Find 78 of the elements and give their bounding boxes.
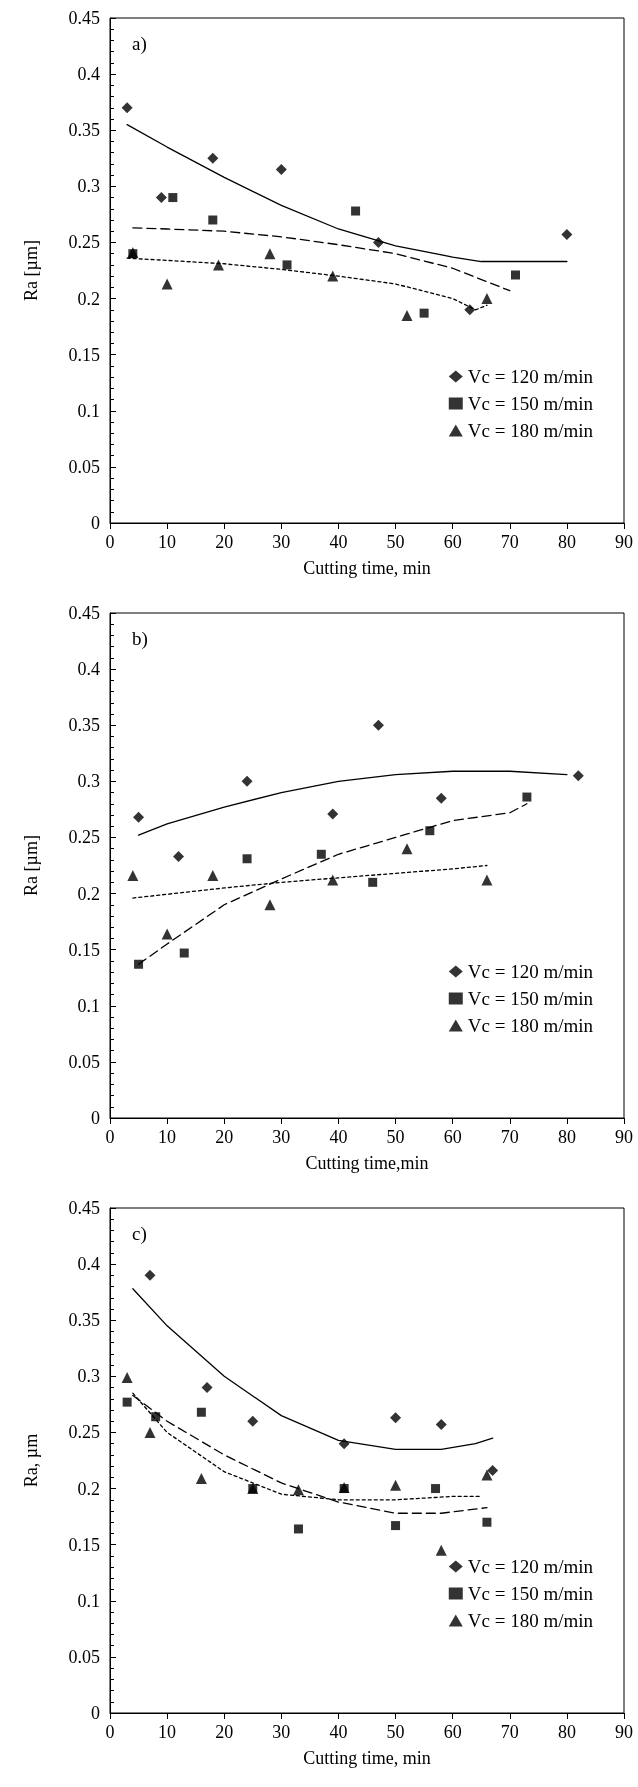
y-tick-label: 0.15 [68,344,100,365]
y-tick-label: 0.4 [77,1254,100,1275]
x-axis-title: Cutting time, min [303,1748,431,1768]
y-tick-label: 0.1 [77,995,100,1016]
x-tick-label: 0 [105,1722,115,1742]
x-tick-label: 40 [329,532,348,552]
x-tick-label: 70 [500,532,519,552]
y-axis-title: Ra [µm] [21,835,41,896]
y-tick-label: 0.15 [68,939,100,960]
y-axis-title: Ra [µm] [21,240,41,301]
y-tick-label: 0 [91,1703,100,1723]
y-tick-label: 0.45 [68,8,100,28]
y-tick-label: 0.25 [68,232,100,253]
legend-label: Vc = 120 m/min [467,1556,594,1577]
x-tick-label: 80 [557,1127,576,1147]
legend-label: Vc = 180 m/min [467,1015,594,1036]
x-tick-label: 20 [215,532,234,552]
y-tick-label: 0.1 [77,400,100,421]
y-tick-label: 0.35 [68,1310,100,1331]
x-axis-title: Cutting time, min [303,558,431,578]
x-tick-label: 0 [105,1127,115,1147]
x-tick-label: 80 [557,532,576,552]
y-tick-label: 0.3 [77,771,100,792]
y-axis-title: Ra, µm [21,1433,41,1488]
x-tick-label: 60 [443,532,462,552]
y-tick-label: 0.2 [77,1478,100,1499]
x-tick-label: 40 [329,1127,348,1147]
y-tick-label: 0.3 [77,176,100,197]
annotation: b) [132,628,148,650]
x-tick-label: 30 [272,532,291,552]
y-tick-label: 0.45 [68,603,100,623]
annotation: a) [132,33,147,55]
y-tick-label: 0.45 [68,1198,100,1218]
x-tick-label: 10 [158,1722,177,1742]
x-tick-label: 20 [215,1722,234,1742]
x-tick-label: 70 [500,1127,519,1147]
x-tick-label: 20 [215,1127,234,1147]
legend-label: Vc = 120 m/min [467,366,594,387]
legend-label: Vc = 180 m/min [467,1610,594,1631]
legend-label: Vc = 120 m/min [467,961,594,982]
y-tick-label: 0.4 [77,64,100,85]
x-tick-label: 50 [386,1127,405,1147]
y-tick-label: 0 [91,1108,100,1128]
y-tick-label: 0.4 [77,659,100,680]
x-tick-label: 0 [105,532,115,552]
y-tick-label: 0.3 [77,1366,100,1387]
y-tick-label: 0.25 [68,827,100,848]
y-tick-label: 0.05 [68,456,100,477]
x-tick-label: 50 [386,1722,405,1742]
y-tick-label: 0.15 [68,1534,100,1555]
x-tick-label: 30 [272,1127,291,1147]
legend-label: Vc = 150 m/min [467,393,594,414]
x-tick-label: 40 [329,1722,348,1742]
y-tick-label: 0.2 [77,883,100,904]
y-tick-label: 0.05 [68,1051,100,1072]
x-tick-label: 10 [158,532,177,552]
legend-label: Vc = 150 m/min [467,988,594,1009]
legend-label: Vc = 150 m/min [467,1583,594,1604]
y-tick-label: 0.1 [77,1590,100,1611]
y-tick-label: 0.2 [77,288,100,309]
y-tick-label: 0.35 [68,715,100,736]
legend-label: Vc = 180 m/min [467,420,594,441]
x-tick-label: 70 [500,1722,519,1742]
x-tick-label: 90 [615,1722,633,1742]
y-tick-label: 0.05 [68,1646,100,1667]
x-tick-label: 80 [557,1722,576,1742]
x-axis-title: Cutting time,min [305,1153,429,1173]
y-tick-label: 0 [91,513,100,533]
x-tick-label: 60 [443,1127,462,1147]
x-tick-label: 60 [443,1722,462,1742]
x-tick-label: 50 [386,532,405,552]
y-tick-label: 0.25 [68,1422,100,1443]
y-tick-label: 0.35 [68,120,100,141]
annotation: c) [132,1223,147,1245]
x-tick-label: 30 [272,1722,291,1742]
x-tick-label: 90 [615,532,633,552]
x-tick-label: 90 [615,1127,633,1147]
x-tick-label: 10 [158,1127,177,1147]
